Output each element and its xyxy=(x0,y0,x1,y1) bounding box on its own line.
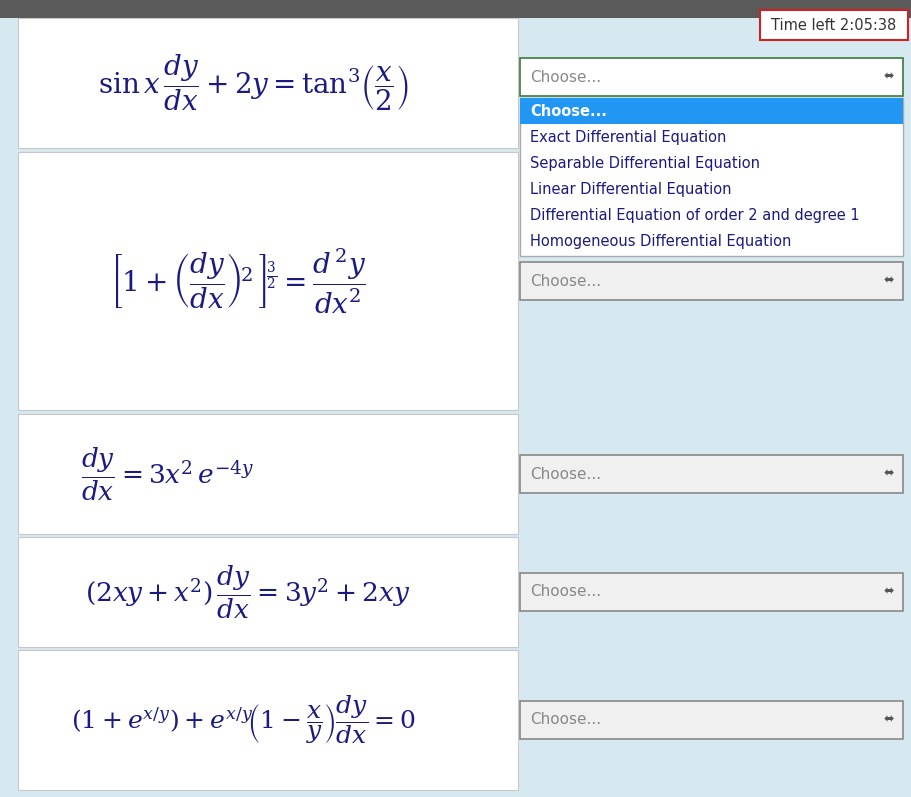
Bar xyxy=(519,262,902,300)
Text: ⬌: ⬌ xyxy=(883,274,894,288)
Bar xyxy=(0,0,911,18)
Bar xyxy=(18,650,517,790)
Bar xyxy=(18,152,517,410)
Text: Homogeneous Differential Equation: Homogeneous Differential Equation xyxy=(529,234,791,249)
Bar xyxy=(18,537,517,647)
Bar xyxy=(519,455,902,493)
Text: $(2xy+x^2)\,\dfrac{dy}{dx}=3y^2+2xy$: $(2xy+x^2)\,\dfrac{dy}{dx}=3y^2+2xy$ xyxy=(86,563,410,621)
Bar xyxy=(519,573,902,611)
Bar xyxy=(759,10,907,40)
Text: $(1+e^{x/y})+e^{x/y}\!\left(1-\dfrac{x}{y}\right)\dfrac{dy}{dx}=0$: $(1+e^{x/y})+e^{x/y}\!\left(1-\dfrac{x}{… xyxy=(70,693,415,747)
Text: Time left 2:05:38: Time left 2:05:38 xyxy=(771,18,896,33)
Text: ⬌: ⬌ xyxy=(883,70,894,84)
Bar xyxy=(519,98,902,256)
Bar xyxy=(519,701,902,739)
Text: Choose...: Choose... xyxy=(529,69,600,84)
Text: Linear Differential Equation: Linear Differential Equation xyxy=(529,182,731,197)
Text: Differential Equation of order 2 and degree 1: Differential Equation of order 2 and deg… xyxy=(529,207,859,222)
Text: Exact Differential Equation: Exact Differential Equation xyxy=(529,129,725,144)
Text: Choose...: Choose... xyxy=(529,104,606,119)
Bar xyxy=(18,18,517,148)
Text: Separable Differential Equation: Separable Differential Equation xyxy=(529,155,759,171)
Text: Choose...: Choose... xyxy=(529,466,600,481)
Text: ⬌: ⬌ xyxy=(883,713,894,727)
Text: $\sin x\,\dfrac{dy}{dx}+2y=\tan^3\!\left(\dfrac{x}{2}\right)$: $\sin x\,\dfrac{dy}{dx}+2y=\tan^3\!\left… xyxy=(97,53,408,113)
Text: $\dfrac{dy}{dx}=3x^2\,e^{-4y}$: $\dfrac{dy}{dx}=3x^2\,e^{-4y}$ xyxy=(81,446,254,503)
Text: ⬌: ⬌ xyxy=(883,586,894,599)
Text: Choose...: Choose... xyxy=(529,273,600,289)
Text: Choose...: Choose... xyxy=(529,584,600,599)
Text: $\left[1+\left(\dfrac{dy}{dx}\right)^{\!2}\,\right]^{\!\frac{3}{2}}=\dfrac{d^{\,: $\left[1+\left(\dfrac{dy}{dx}\right)^{\!… xyxy=(110,246,365,316)
Bar xyxy=(18,414,517,534)
Text: ⬌: ⬌ xyxy=(883,468,894,481)
Bar xyxy=(519,58,902,96)
Bar xyxy=(519,98,902,124)
Text: Choose...: Choose... xyxy=(529,713,600,728)
